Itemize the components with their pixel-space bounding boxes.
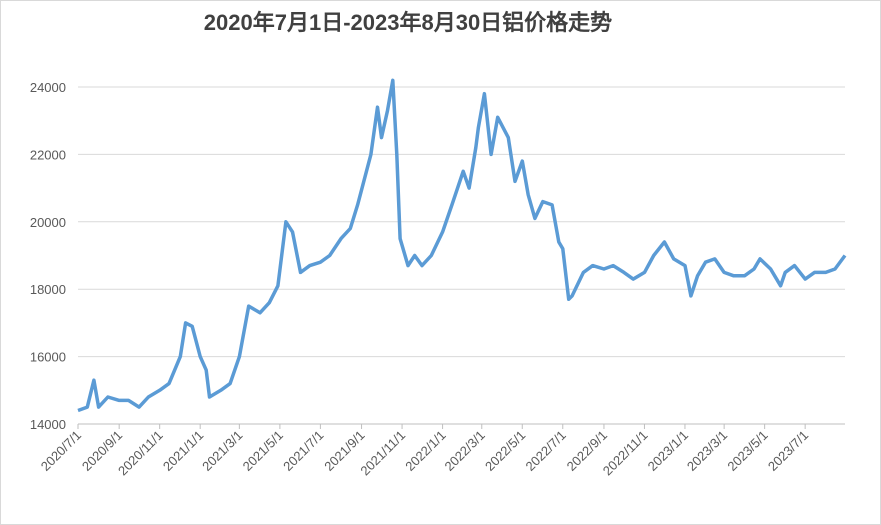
chart-title: 2020年7月1日-2023年8月30日铝价格走势	[204, 10, 612, 35]
y-tick-label: 14000	[30, 417, 66, 432]
y-tick-label: 18000	[30, 282, 66, 297]
y-tick-label: 24000	[30, 80, 66, 95]
y-tick-label: 22000	[30, 147, 66, 162]
y-tick-label: 20000	[30, 215, 66, 230]
price-line	[77, 78, 847, 413]
y-tick-label: 16000	[30, 350, 66, 365]
